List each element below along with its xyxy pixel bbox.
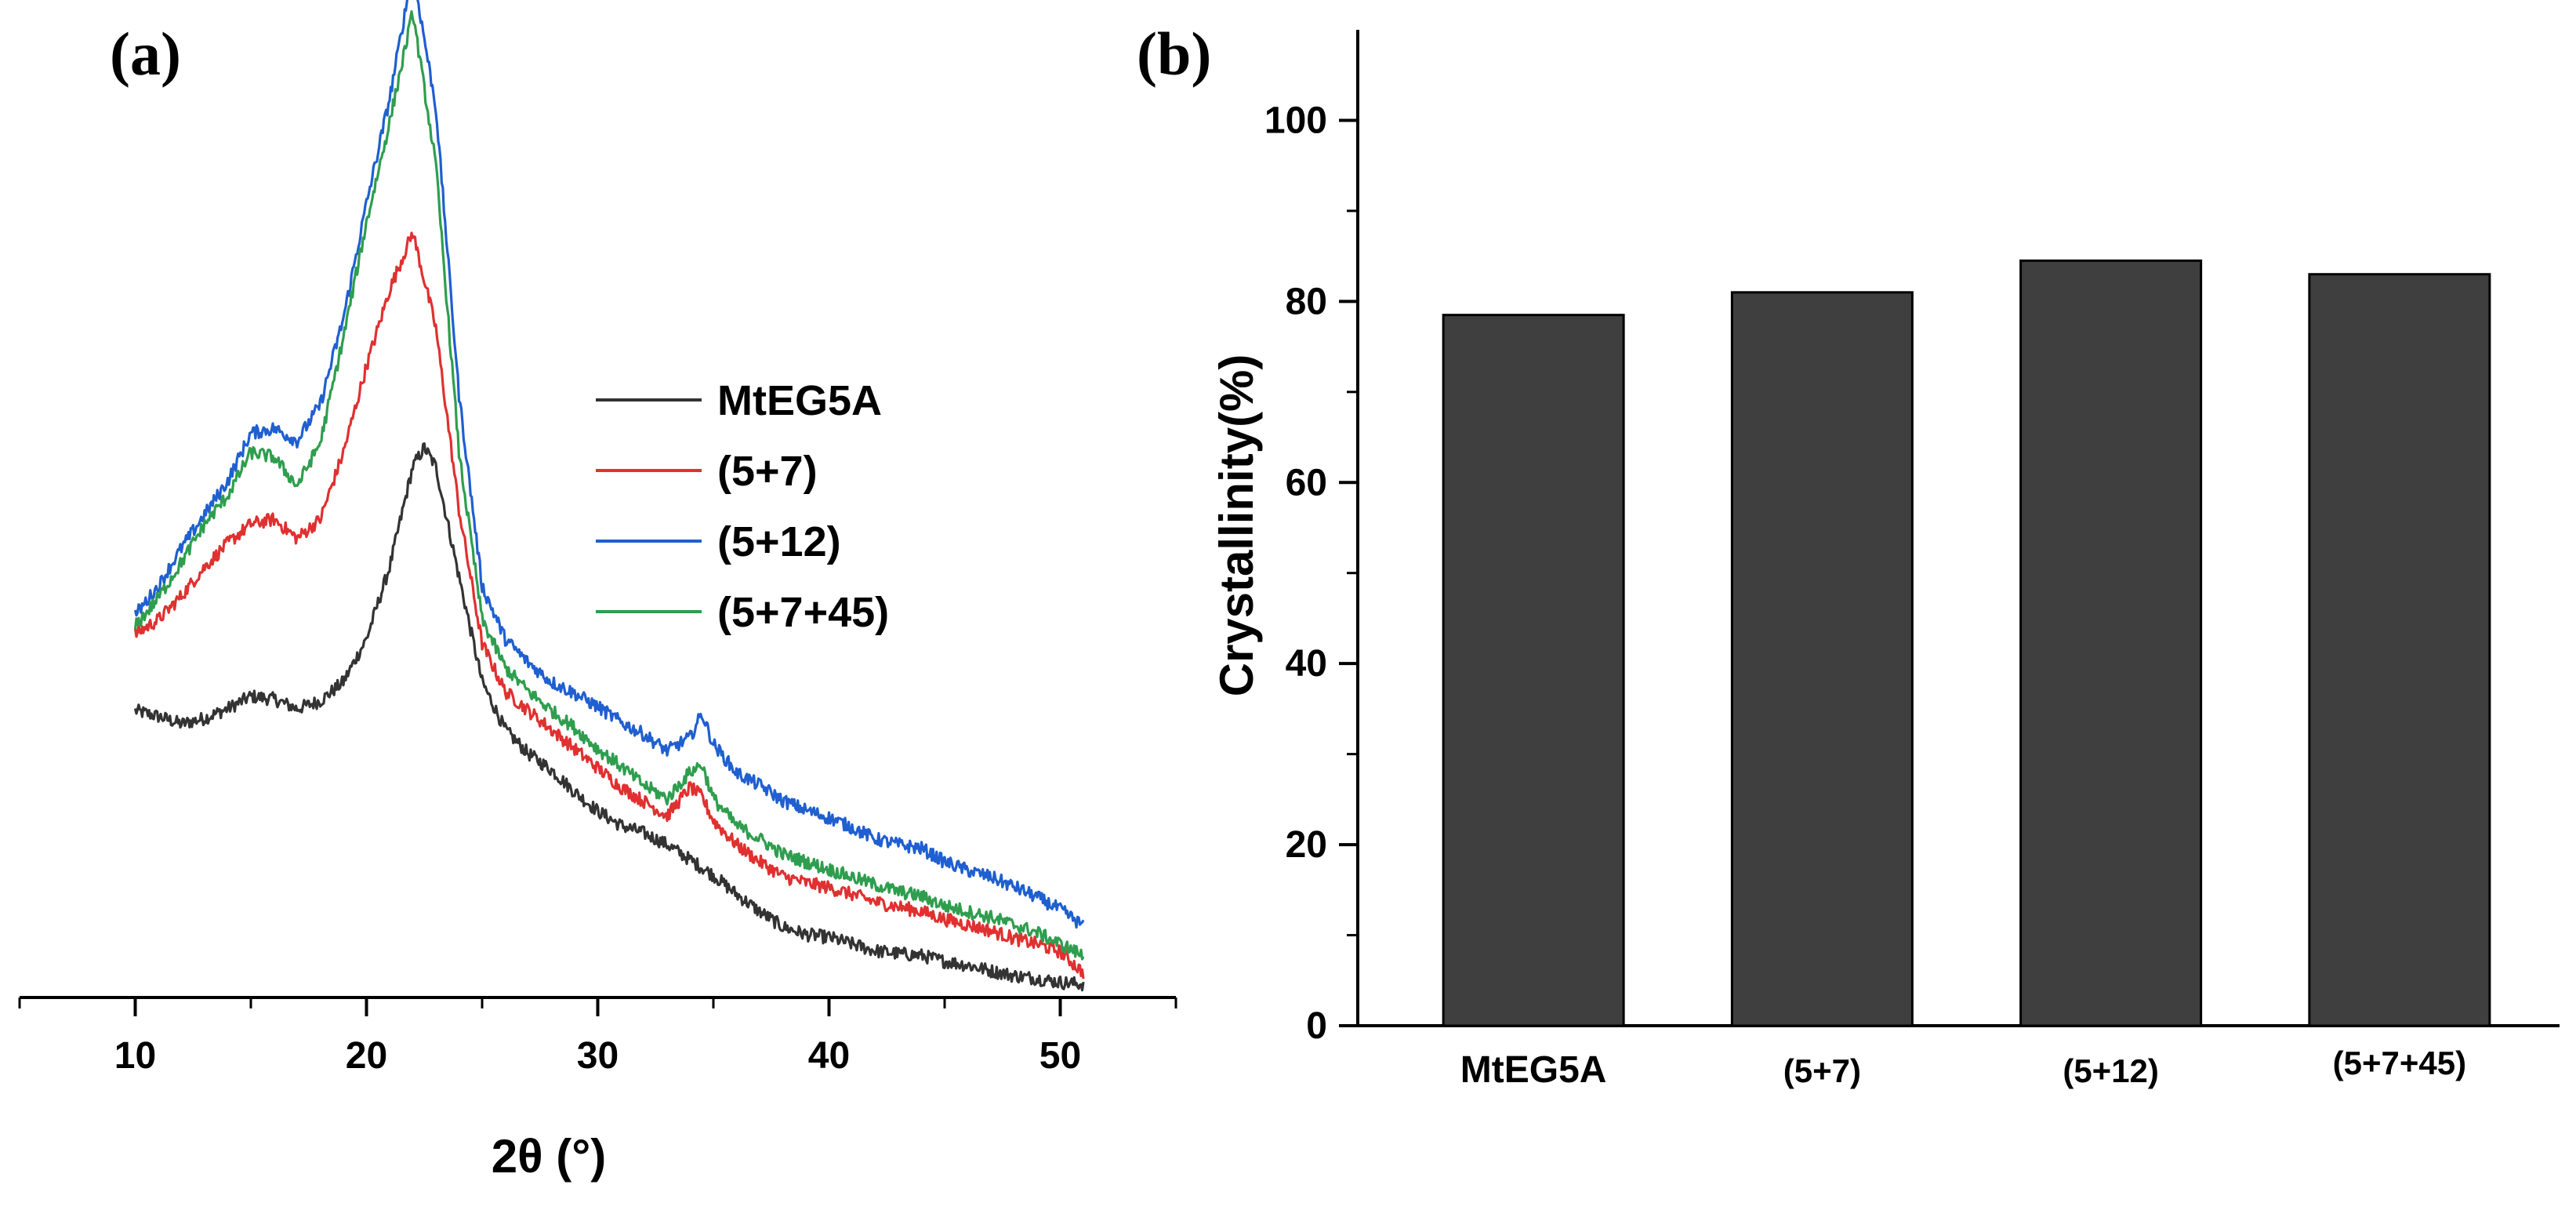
legend: MtEG5A (5+7) (5+12) (5+7+45) (596, 377, 889, 636)
legend-label: (5+12) (717, 518, 841, 565)
series-line-3 (133, 10, 1085, 961)
x-axis-title: 2θ (°) (492, 1130, 606, 1183)
bars (1442, 259, 2491, 1027)
x-tick-label: MtEG5A (1460, 1049, 1607, 1091)
x-tick-label: 10 (114, 1035, 156, 1077)
x-axis-tick-labels: MtEG5A (5+7) (5+12) (5+7+45) (1460, 1045, 2466, 1091)
legend-label: (5+7+45) (717, 589, 889, 636)
y-tick-label: 20 (1286, 824, 1327, 866)
bar (1730, 291, 1914, 1027)
series-line-2 (133, 0, 1085, 929)
panel-a-label: (a) (110, 20, 181, 88)
xrd-line-chart: (a) 10 20 30 40 50 2θ (°) MtEG5A (5+7) (5+12) (… (18, 0, 1177, 1183)
x-tick-label: 20 (346, 1035, 387, 1077)
y-axis-title: Crystallinity(%) (1210, 354, 1263, 697)
series-line-1 (133, 231, 1085, 979)
x-tick-label: 30 (577, 1035, 619, 1077)
y-tick-label: 80 (1286, 281, 1327, 322)
legend-label: MtEG5A (717, 377, 882, 424)
y-tick-label: 60 (1286, 462, 1327, 503)
x-tick-label: (5+7) (1783, 1052, 1861, 1089)
x-tick-label: (5+12) (2063, 1052, 2159, 1089)
x-tick-label: 40 (808, 1035, 850, 1077)
y-tick-label: 0 (1306, 1005, 1327, 1047)
panel-b-label: (b) (1137, 20, 1211, 88)
y-tick-label: 100 (1264, 100, 1327, 141)
y-axis-ticks: 0 20 40 60 80 100 (1264, 100, 1358, 1047)
legend-label: (5+7) (717, 448, 818, 495)
bar (1442, 314, 1625, 1027)
x-tick-label: 50 (1039, 1035, 1081, 1077)
x-tick-label: (5+7+45) (2333, 1045, 2466, 1081)
series-lines (133, 0, 1085, 992)
bar (2308, 273, 2491, 1027)
x-axis-ticks: 10 20 30 40 50 (18, 997, 1177, 1077)
crystallinity-bar-chart: (b) 0 20 40 60 80 100 MtEG5A (5+7) (5+12) (5+7+4… (1137, 20, 2560, 1091)
bar (2019, 259, 2203, 1027)
y-tick-label: 40 (1286, 643, 1327, 685)
series-line-0 (133, 442, 1085, 992)
